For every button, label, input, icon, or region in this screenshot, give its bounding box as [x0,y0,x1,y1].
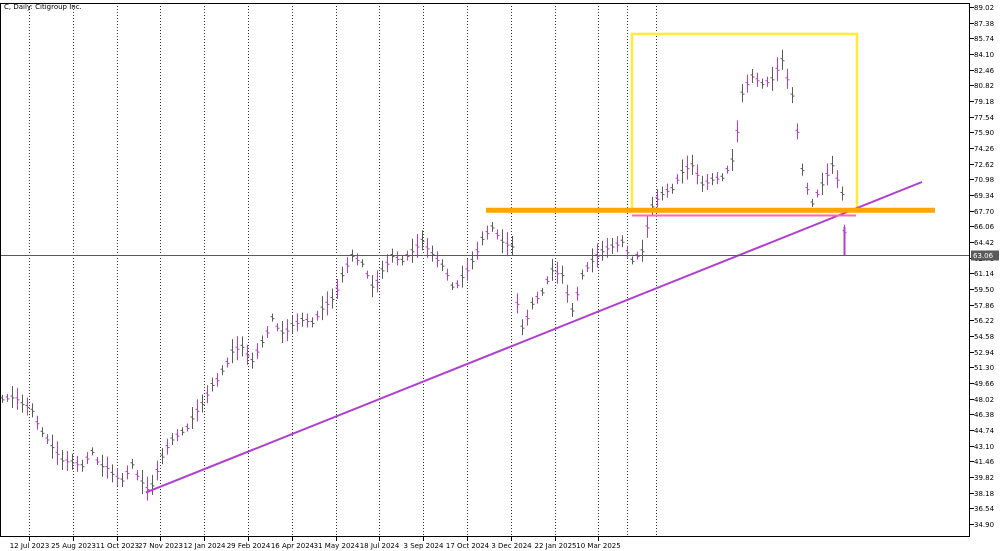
y-tick-label: 69.34 [974,192,995,200]
highlight-rectangle [630,32,859,212]
y-tick-label: 57.86 [974,302,995,310]
x-tick-label: 11 Oct 2023 [96,542,139,550]
trend-lines [0,181,970,494]
x-tick-label: 27 Nov 2023 [138,542,183,550]
chart-grid [29,3,657,537]
y-tick-label: 72.62 [974,161,994,169]
current-price-badge [971,250,999,261]
x-tick-label: 25 Aug 2023 [51,542,96,550]
y-tick-label: 52.94 [974,349,995,357]
chart-title: C, Daily: Citigroup Inc. [4,3,82,11]
y-tick-label: 77.54 [974,114,995,122]
plot-frame [0,3,970,537]
x-tick-label: 29 Feb 2024 [227,542,271,550]
x-tick-label: 10 Mar 2025 [576,542,620,550]
y-tick-label: 89.02 [974,4,994,12]
y-tick-label: 66.06 [974,223,995,231]
y-tick-label: 80.82 [974,82,994,90]
y-tick-label: 70.98 [974,176,994,184]
y-tick-label: 46.38 [974,411,994,419]
x-tick-label: 18 Jul 2024 [360,542,400,550]
y-tick-label: 82.46 [974,67,995,75]
y-tick-label: 75.90 [974,129,994,137]
y-tick-label: 54.58 [974,333,994,341]
y-tick-label: 67.70 [974,208,994,216]
x-tick-label: 12 Jan 2024 [184,542,227,550]
x-tick-label: 17 Oct 2024 [446,542,490,550]
y-tick-label: 36.54 [974,505,995,513]
y-tick-label: 44.74 [974,427,995,435]
y-tick-label: 64.42 [974,239,994,247]
x-tick-label: 31 May 2024 [314,542,360,550]
y-tick-label: 49.66 [974,380,995,388]
current-price-label: 63.06 [973,252,994,260]
y-tick-label: 87.38 [974,20,994,28]
y-tick-label: 34.90 [974,521,994,529]
y-tick-label: 61.14 [974,270,995,278]
y-tick-label: 74.26 [974,145,995,153]
y-tick-label: 39.82 [974,474,994,482]
price-bars [0,49,847,501]
y-tick-label: 79.18 [974,98,994,106]
y-tick-label: 56.22 [974,317,994,325]
chart-annotations [630,32,859,212]
y-tick-label: 85.74 [974,35,995,43]
x-tick-label: 3 Dec 2024 [491,542,532,550]
x-tick-label: 12 Jul 2023 [10,542,50,550]
y-tick-label: 51.30 [974,364,994,372]
y-tick-label: 41.46 [974,458,995,466]
x-tick-label: 16 Apr 2024 [271,542,315,550]
y-tick-label: 48.02 [974,396,994,404]
x-tick-label: 3 Sep 2024 [404,542,444,550]
x-tick-label: 22 Jan 2025 [535,542,577,550]
y-tick-label: 43.10 [974,443,994,451]
y-tick-label: 59.50 [974,286,994,294]
trend-line [145,181,923,494]
y-tick-label: 84.10 [974,51,994,59]
y-tick-label: 38.18 [974,490,994,498]
